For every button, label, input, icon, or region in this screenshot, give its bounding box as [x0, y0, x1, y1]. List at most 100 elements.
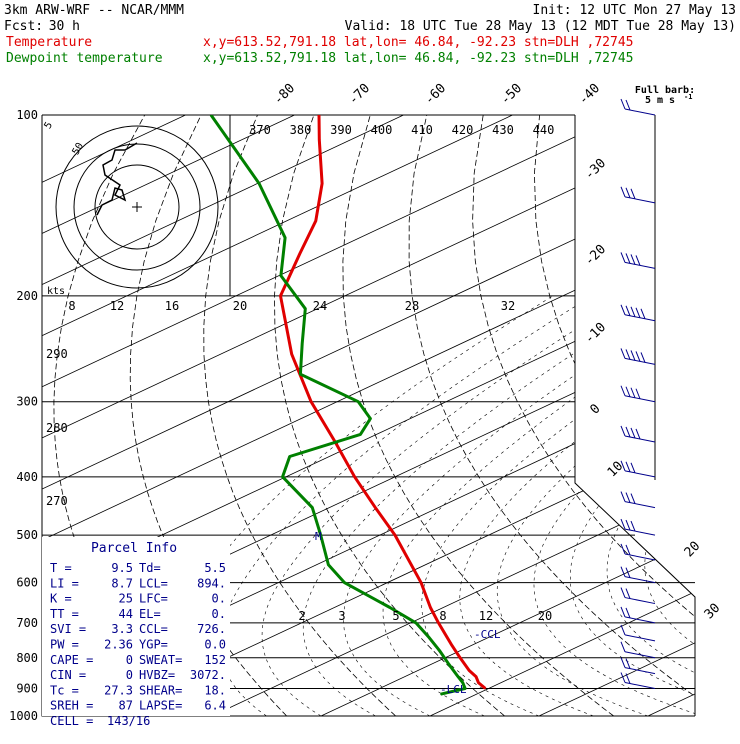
wind-barb-flag-300-1 — [626, 387, 630, 397]
parcel-val-2: 726. — [197, 622, 226, 636]
mixing-ratio-label-12: 12 — [110, 299, 124, 313]
wind-barb-220 — [621, 305, 655, 321]
series-point-temperature-200 — [280, 295, 281, 296]
wind-barb-flag-260-2 — [631, 350, 635, 360]
series-point-dewpoint-860 — [458, 676, 459, 677]
parcel-val-1: 9.5 — [111, 561, 133, 575]
parcel-key-1: Tc = — [50, 683, 79, 697]
wind-barb-850 — [621, 658, 655, 674]
series-point-dewpoint-820 — [448, 664, 449, 665]
series-line-dewpoint — [211, 115, 465, 694]
wind-barb-flag-850-1 — [626, 659, 630, 669]
wind-barb-flag-900-1 — [626, 673, 630, 683]
mixing-ratio-low-5: 5 — [392, 609, 399, 623]
wind-barb-flag-260-0 — [621, 348, 625, 358]
series-point-temperature-660 — [430, 607, 431, 608]
valid-time: Valid: 18 UTC Tue 28 May 13 (12 MDT Tue … — [345, 19, 736, 34]
parcel-key-2: LFC= — [139, 592, 168, 606]
parcel-val-2: 0. — [212, 607, 226, 621]
series-point-temperature-500 — [395, 535, 396, 536]
parcel-key-2: SWEAT= — [139, 653, 182, 667]
wind-barb-flag-140-1 — [626, 188, 630, 198]
wind-barb-700 — [621, 607, 655, 623]
dry-adiabat-label-280: 280 — [46, 421, 68, 435]
lcl-marker: -LCL — [440, 683, 467, 696]
wind-barb-flag-180-2 — [631, 254, 635, 264]
series-point-dewpoint-740 — [429, 637, 430, 638]
wind-barb-flag-300-2 — [631, 388, 635, 398]
series-point-temperature-150 — [315, 220, 316, 221]
series-point-temperature-450 — [375, 507, 376, 508]
wind-barb-flag-700-0 — [621, 607, 625, 617]
pressure-tick-1000: 1000 — [9, 709, 38, 723]
wind-barb-flag-700-1 — [626, 608, 630, 618]
parcel-key-2: EL= — [139, 607, 161, 621]
moist-adiabat-0 — [344, 296, 698, 716]
dry-adiabat-label-270: 270 — [46, 494, 68, 508]
hodo-center-cross — [132, 202, 142, 212]
wind-barb-flag-350-0 — [621, 426, 625, 436]
mixing-ratio-label-28: 28 — [405, 299, 419, 313]
isotherm--20 — [212, 115, 740, 716]
wind-barb-flag-260-4 — [641, 352, 645, 362]
wind-barb-750 — [621, 625, 655, 641]
theta-label-410: 410 — [411, 123, 433, 137]
parcel-val-1: 8.7 — [111, 576, 133, 590]
wind-barb-flag-180-3 — [636, 255, 640, 265]
isotherm-label--60: -60 — [422, 81, 449, 108]
wind-barb-flag-650-0 — [621, 588, 625, 598]
wind-barb-flag-400-2 — [631, 463, 635, 473]
series-point-temperature-110 — [319, 139, 320, 140]
mixing-ratio-low-12: 12 — [479, 609, 493, 623]
parcel-key-2: LAPSE= — [139, 699, 182, 713]
wind-barb-flag-100-1 — [626, 100, 630, 110]
parcel-val-2: 152 — [204, 653, 226, 667]
parcel-key-2: YGP= — [139, 638, 168, 652]
wind-barb-flag-450-2 — [631, 494, 635, 504]
mixing-ratio-low-8: 8 — [439, 609, 446, 623]
parcel-key-1: T = — [50, 561, 72, 575]
model-title: 3km ARW-WRF -- NCAR/MMM — [4, 3, 184, 18]
series-point-temperature-800 — [460, 657, 461, 658]
wind-barb-staff-750 — [625, 635, 655, 641]
wind-barb-flag-260-3 — [636, 351, 640, 361]
parcel-key-1: TT = — [50, 607, 79, 621]
mixing-ratio-low-3: 3 — [338, 609, 345, 623]
wind-barb-flag-220-0 — [621, 305, 625, 315]
parcel-val-1: 0 — [126, 668, 133, 682]
wind-barb-800 — [621, 642, 655, 658]
pressure-tick-600: 600 — [16, 576, 38, 590]
wind-barb-350 — [621, 426, 655, 442]
parcel-key-1: K = — [50, 592, 72, 606]
dry-adiabat-330 — [595, 115, 740, 716]
wind-barb-flag-300-0 — [621, 386, 625, 396]
sounding-series — [211, 115, 486, 695]
theta-label-440: 440 — [533, 123, 555, 137]
wind-key-unit: -1 — [684, 93, 692, 101]
isotherm-label--10: -10 — [582, 320, 609, 347]
series-point-dewpoint-210 — [305, 308, 306, 309]
pressure-tick-500: 500 — [16, 528, 38, 542]
series-point-dewpoint-240 — [302, 343, 303, 344]
wind-barb-flag-300-3 — [636, 389, 640, 399]
parcel-key-1: CIN = — [50, 668, 86, 682]
parcel-val-2: 0. — [212, 592, 226, 606]
wind-barb-flag-140-2 — [631, 189, 635, 199]
isotherm-label--30: -30 — [582, 156, 609, 183]
parcel-key-2: SHEAR= — [139, 683, 182, 697]
hodo-units: kts — [47, 286, 65, 297]
pressure-tick-800: 800 — [16, 651, 38, 665]
series-point-dewpoint-400 — [282, 476, 283, 477]
theta-label-420: 420 — [452, 123, 474, 137]
dewpoint-location: x,y=613.52,791.18 lat,lon= 46.84, -92.23… — [203, 51, 633, 66]
isotherm-20 — [648, 115, 740, 716]
wind-barb-flag-500-2 — [631, 521, 635, 531]
wind-key-line2: 5 m s — [645, 95, 675, 106]
parcel-val-1: 143/16 — [107, 714, 150, 728]
wind-barb-flag-140-0 — [621, 187, 625, 197]
dry-adiabat-290 — [343, 115, 614, 716]
dry-adiabat-350 — [709, 115, 740, 716]
series-point-temperature-900 — [485, 688, 486, 689]
wind-barb-900 — [621, 672, 655, 688]
parcel-key-1: SREH = — [50, 699, 93, 713]
